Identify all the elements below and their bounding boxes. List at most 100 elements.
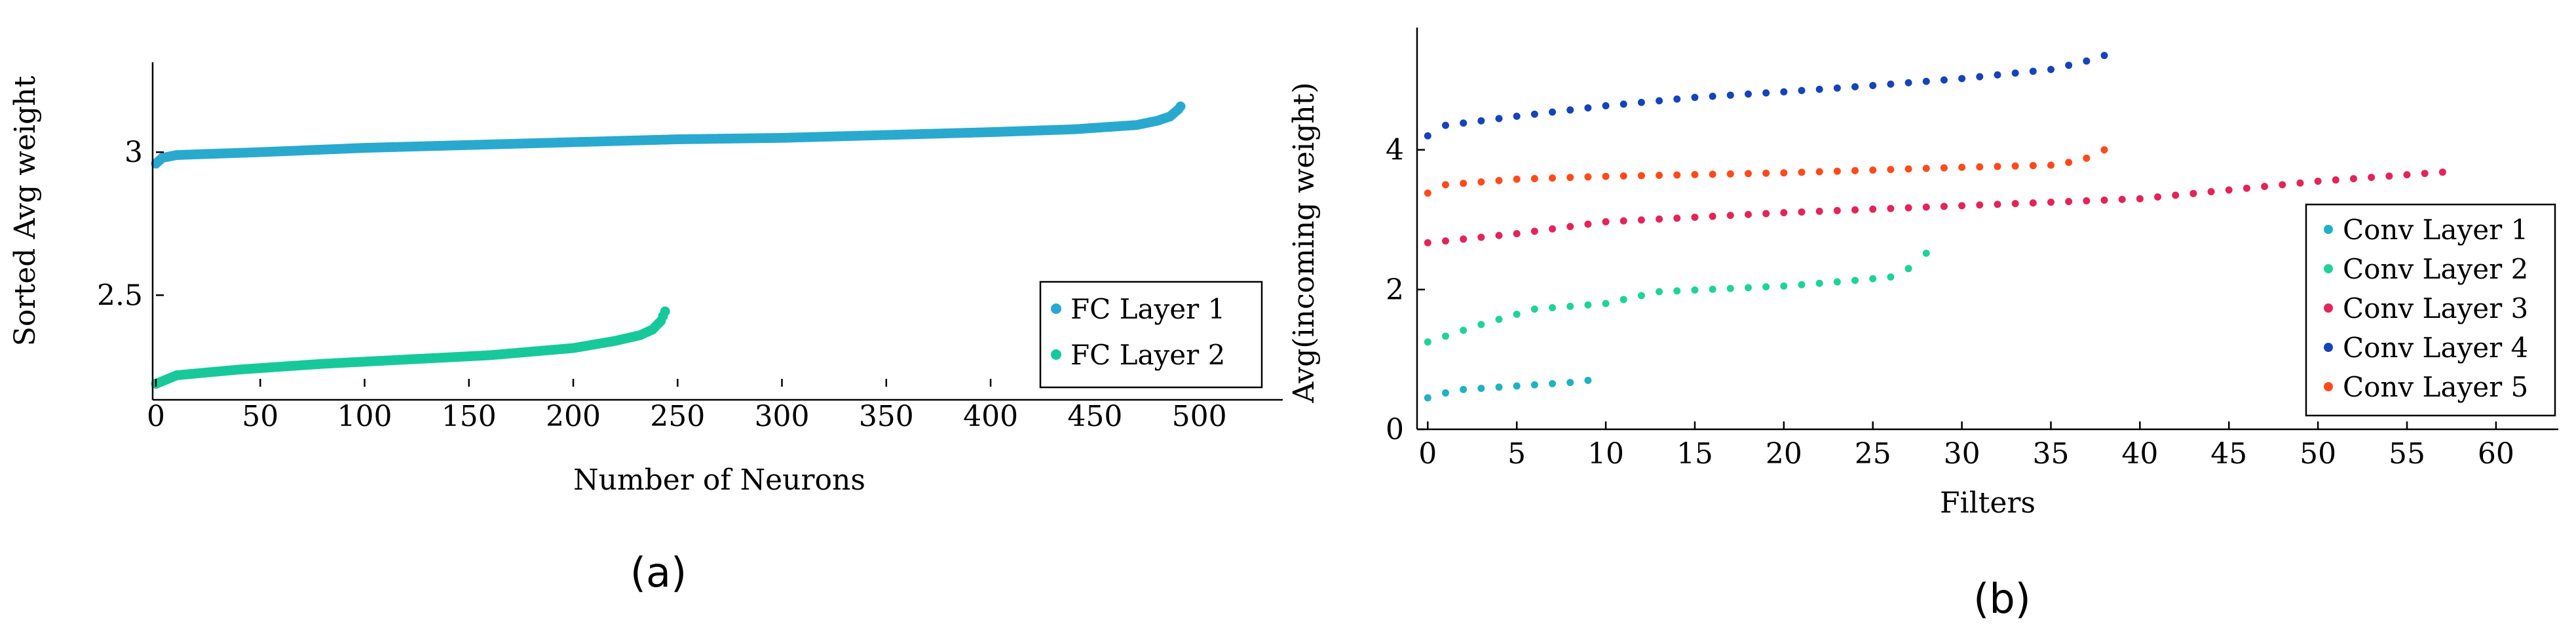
point-conv-layer-1 xyxy=(1441,389,1449,397)
point-conv-layer-3 xyxy=(2279,181,2286,189)
point-fc-layer-1 xyxy=(1175,101,1186,111)
point-conv-layer-5 xyxy=(1424,189,1431,197)
x-tick-label: 450 xyxy=(1067,400,1122,433)
point-conv-layer-4 xyxy=(2011,69,2019,77)
point-conv-layer-5 xyxy=(1815,168,1823,176)
x-tick-label: 0 xyxy=(147,400,165,433)
chart-b-marks xyxy=(1424,52,2446,402)
point-conv-layer-5 xyxy=(1726,170,1734,178)
point-conv-layer-5 xyxy=(1460,180,1468,187)
series-conv-layer-2 xyxy=(1424,249,1930,346)
point-conv-layer-5 xyxy=(2065,159,2073,166)
point-conv-layer-3 xyxy=(2011,200,2019,208)
point-conv-layer-2 xyxy=(1441,332,1449,340)
point-conv-layer-4 xyxy=(1530,110,1538,118)
point-conv-layer-3 xyxy=(1566,223,1574,231)
point-conv-layer-3 xyxy=(2029,199,2037,207)
panel-label-a: (a) xyxy=(630,549,687,596)
legend-label-conv-layer-5: Conv Layer 5 xyxy=(2343,371,2528,403)
legend-marker-conv-layer-2 xyxy=(2324,264,2333,273)
point-conv-layer-3 xyxy=(1549,225,1557,233)
series-conv-layer-1 xyxy=(1424,376,1592,402)
chart-b-y-axis-label: Avg(incoming weight) xyxy=(1287,82,1321,403)
point-conv-layer-3 xyxy=(1709,212,1716,220)
point-conv-layer-4 xyxy=(1477,117,1485,125)
point-conv-layer-2 xyxy=(1744,284,1752,292)
point-conv-layer-5 xyxy=(2011,162,2019,170)
point-conv-layer-3 xyxy=(2136,195,2144,203)
point-conv-layer-1 xyxy=(1566,379,1574,387)
point-conv-layer-5 xyxy=(1904,165,1912,173)
point-conv-layer-3 xyxy=(1477,233,1485,241)
point-conv-layer-5 xyxy=(1976,163,1984,171)
point-conv-layer-4 xyxy=(1549,108,1557,116)
point-conv-layer-2 xyxy=(1477,320,1485,328)
point-conv-layer-3 xyxy=(1619,217,1627,225)
point-conv-layer-4 xyxy=(1460,119,1468,127)
point-conv-layer-5 xyxy=(2100,146,2108,154)
x-tick-label: 250 xyxy=(650,400,705,433)
point-conv-layer-3 xyxy=(1495,231,1503,239)
point-conv-layer-4 xyxy=(1762,89,1770,97)
point-conv-layer-4 xyxy=(1958,75,1966,83)
chart-b: 0 5 10 15 20 25 30 35 40 45 50 55 60 0 2 4 Filters Avg(… xyxy=(1287,28,2558,623)
point-conv-layer-4 xyxy=(1709,92,1716,100)
point-conv-layer-3 xyxy=(1851,206,1859,214)
point-conv-layer-5 xyxy=(1513,175,1521,183)
point-conv-layer-3 xyxy=(1958,202,1966,210)
legend-marker-conv-layer-5 xyxy=(2324,382,2333,391)
point-conv-layer-4 xyxy=(1780,88,1788,96)
point-conv-layer-3 xyxy=(2296,179,2304,187)
point-conv-layer-5 xyxy=(1619,172,1627,180)
point-conv-layer-3 xyxy=(2047,199,2055,206)
point-conv-layer-3 xyxy=(1513,230,1521,237)
point-conv-layer-2 xyxy=(1424,338,1431,346)
point-conv-layer-4 xyxy=(1566,106,1574,114)
point-conv-layer-1 xyxy=(1460,385,1468,393)
point-fc-layer-2 xyxy=(660,306,670,317)
point-conv-layer-2 xyxy=(1566,302,1574,310)
legend-label-conv-layer-1: Conv Layer 1 xyxy=(2343,214,2528,246)
point-conv-layer-5 xyxy=(2047,161,2055,169)
point-conv-layer-4 xyxy=(2083,57,2091,65)
point-conv-layer-3 xyxy=(1602,218,1610,225)
point-conv-layer-4 xyxy=(2065,62,2073,69)
point-conv-layer-5 xyxy=(1994,163,2001,170)
point-conv-layer-3 xyxy=(2332,176,2339,184)
point-conv-layer-1 xyxy=(1549,379,1557,387)
point-conv-layer-5 xyxy=(1477,178,1485,186)
point-conv-layer-4 xyxy=(1851,83,1859,90)
x-tick-label: 35 xyxy=(2032,437,2069,471)
point-conv-layer-3 xyxy=(2083,197,2091,204)
point-conv-layer-3 xyxy=(2172,191,2180,199)
series-conv-layer-4 xyxy=(1424,52,2108,140)
point-conv-layer-4 xyxy=(1513,112,1521,120)
point-conv-layer-3 xyxy=(1656,215,1663,223)
point-conv-layer-1 xyxy=(1495,383,1503,391)
x-tick-label: 55 xyxy=(2389,437,2425,471)
point-conv-layer-4 xyxy=(2029,68,2037,75)
point-conv-layer-1 xyxy=(1530,381,1538,389)
series-fc-layer-2 xyxy=(151,306,670,389)
point-conv-layer-3 xyxy=(2403,171,2411,179)
point-conv-layer-2 xyxy=(1726,284,1734,292)
point-conv-layer-3 xyxy=(1994,201,2001,208)
point-conv-layer-2 xyxy=(1460,326,1468,334)
chart-b-x-axis-label: Filters xyxy=(1940,486,2036,520)
point-conv-layer-5 xyxy=(1602,172,1610,180)
point-conv-layer-4 xyxy=(1584,104,1592,112)
point-conv-layer-5 xyxy=(1851,166,1859,174)
x-tick-label: 300 xyxy=(755,400,810,433)
point-conv-layer-3 xyxy=(1726,212,1734,220)
point-conv-layer-4 xyxy=(2047,66,2055,73)
point-conv-layer-3 xyxy=(1424,239,1431,246)
legend-marker-conv-layer-1 xyxy=(2324,225,2333,234)
point-conv-layer-3 xyxy=(1798,208,1806,216)
point-conv-layer-4 xyxy=(1922,77,1930,85)
point-conv-layer-5 xyxy=(1780,169,1788,177)
point-conv-layer-2 xyxy=(1549,304,1557,311)
point-conv-layer-5 xyxy=(2029,162,2037,170)
x-tick-label: 400 xyxy=(963,400,1018,433)
point-conv-layer-4 xyxy=(1833,84,1841,92)
